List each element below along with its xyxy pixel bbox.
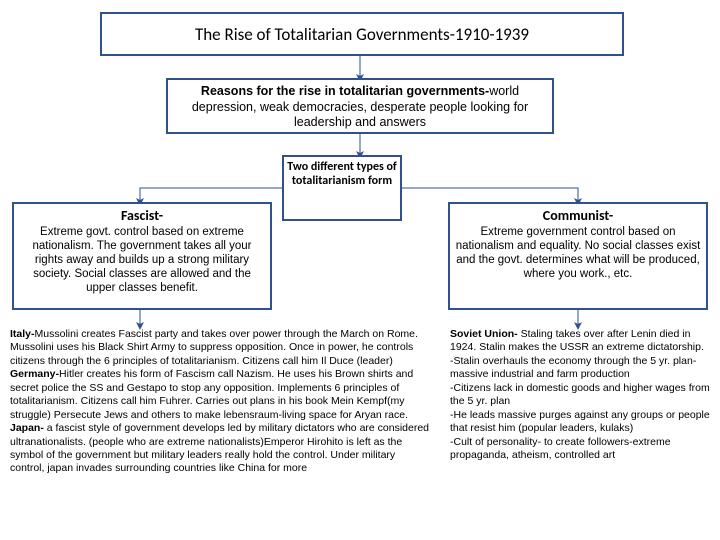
reasons-bold: Reasons for the rise in totalitarian gov… — [201, 84, 489, 98]
left-detail-text: Italy-Mussolini creates Fascist party an… — [10, 328, 430, 476]
germany-text: Hitler creates his form of Fascism call … — [10, 368, 413, 420]
fascist-body: Extreme govt. control based on extreme n… — [32, 226, 251, 294]
italy-text: Mussolini creates Fascist party and take… — [10, 328, 418, 367]
reasons-box: Reasons for the rise in totalitarian gov… — [166, 78, 554, 134]
title-box: The Rise of Totalitarian Governments-191… — [100, 12, 624, 56]
su-label: Soviet Union- — [450, 328, 518, 340]
germany-label: Germany- — [10, 368, 59, 380]
title-text: The Rise of Totalitarian Governments-191… — [195, 24, 529, 45]
fascist-header: Fascist- — [19, 207, 265, 224]
middle-text: Two different types of totalitarianism f… — [287, 160, 396, 188]
communist-body: Extreme government control based on nati… — [456, 226, 701, 280]
communist-header: Communist- — [455, 207, 701, 224]
communist-box: Communist- Extreme government control ba… — [448, 202, 708, 310]
su-b1: -Stalin overhauls the economy through th… — [450, 355, 696, 380]
fascist-box: Fascist- Extreme govt. control based on … — [12, 202, 272, 310]
italy-label: Italy- — [10, 328, 35, 340]
middle-box: Two different types of totalitarianism f… — [282, 155, 402, 221]
connector-line — [140, 188, 282, 202]
su-b4: -Cult of personality- to create follower… — [450, 436, 671, 461]
connector-line — [402, 188, 578, 202]
japan-text: a fascist style of government develops l… — [10, 422, 429, 474]
japan-label: Japan- — [10, 422, 44, 434]
su-b3: -He leads massive purges against any gro… — [450, 409, 710, 434]
right-detail-text: Soviet Union- Staling takes over after L… — [450, 328, 710, 462]
su-b2: -Citizens lack in domestic goods and hig… — [450, 382, 710, 407]
